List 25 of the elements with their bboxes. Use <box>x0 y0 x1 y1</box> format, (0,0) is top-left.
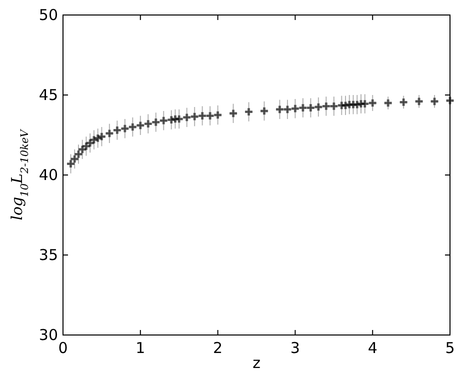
point <box>98 132 106 140</box>
point <box>74 150 82 158</box>
point <box>400 98 408 106</box>
point <box>384 99 392 107</box>
y-tick-label: 45 <box>38 86 58 104</box>
x-tick-label: 5 <box>445 339 455 357</box>
x-tick-label: 2 <box>213 339 223 357</box>
point <box>415 98 423 106</box>
point <box>230 110 237 118</box>
x-tick-label: 1 <box>136 339 146 357</box>
point <box>106 130 114 138</box>
y-tick-label: 40 <box>38 166 58 184</box>
point <box>78 146 86 154</box>
point <box>260 107 268 115</box>
x-tick-label: 4 <box>368 339 378 357</box>
point <box>82 142 90 150</box>
point <box>245 108 252 116</box>
y-tick-label: 50 <box>38 6 58 24</box>
y-tick-label: 30 <box>38 326 58 344</box>
point <box>430 98 438 106</box>
point <box>67 160 74 168</box>
x-axis-title: z <box>252 354 261 372</box>
x-tick-label: 3 <box>290 339 300 357</box>
y-tick-label: 35 <box>38 246 58 264</box>
x-tick-label: 0 <box>58 339 68 357</box>
